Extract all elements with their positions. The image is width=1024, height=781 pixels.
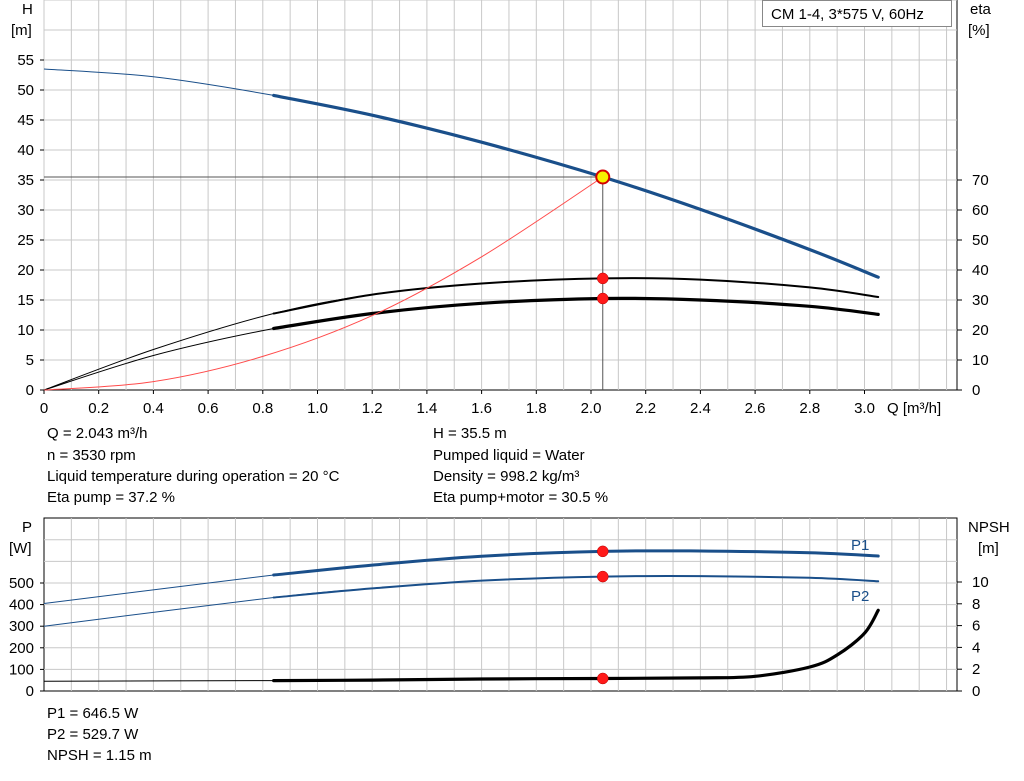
h-tick-label: 10 xyxy=(17,322,34,339)
eta-tick-label: 40 xyxy=(972,262,989,279)
eta-pump-curve xyxy=(272,277,880,315)
h-tick-label: 0 xyxy=(26,382,34,399)
npsh-tick-label: 2 xyxy=(972,661,980,678)
eta-tick-label: 20 xyxy=(972,322,989,339)
operating-point-marker xyxy=(597,545,609,558)
eta-tick-label: 60 xyxy=(972,202,989,219)
info-density: Density = 998.2 kg/m³ xyxy=(433,468,580,485)
h-tick-label: 5 xyxy=(26,352,34,369)
eta-axis-label: eta xyxy=(970,1,992,18)
operating-point-marker xyxy=(597,292,609,305)
x-tick-label: 0.4 xyxy=(143,400,164,417)
p2-series-label: P2 xyxy=(851,588,869,605)
eta-total-curve xyxy=(272,296,880,331)
system-curve xyxy=(43,176,604,391)
eta-tick-label: 70 xyxy=(972,172,989,189)
x-tick-label: 1.0 xyxy=(307,400,328,417)
x-tick-label: 2.8 xyxy=(799,400,820,417)
chart-title-box: CM 1-4, 3*575 V, 60Hz xyxy=(762,0,952,27)
info-liquid-temperature: Liquid temperature during operation = 20… xyxy=(47,468,340,485)
markers-layer xyxy=(595,169,611,685)
p-axis-label: P xyxy=(22,519,32,536)
p-tick-label: 200 xyxy=(9,640,34,657)
h-tick-label: 15 xyxy=(17,292,34,309)
x-tick-label: 1.6 xyxy=(471,400,492,417)
p-unit-label: [W] xyxy=(9,540,32,557)
operating-point-marker xyxy=(597,672,609,685)
npsh-unit-label: [m] xyxy=(978,540,999,557)
npsh-tick-label: 0 xyxy=(972,683,980,700)
p-tick-label: 300 xyxy=(9,618,34,635)
npsh-axis-label: NPSH xyxy=(968,519,1010,536)
x-tick-label: 1.2 xyxy=(362,400,383,417)
eta-tick-label: 10 xyxy=(972,352,989,369)
npsh-tick-label: 4 xyxy=(972,639,980,656)
x-tick-label: 2.2 xyxy=(635,400,656,417)
p1-series-label: P1 xyxy=(851,537,869,554)
eta-tick-label: 50 xyxy=(972,232,989,249)
h-tick-label: 25 xyxy=(17,232,34,249)
x-tick-label: 2.6 xyxy=(745,400,766,417)
npsh-tick-label: 10 xyxy=(972,574,989,591)
p1-curve xyxy=(272,549,880,577)
p2-curve xyxy=(272,574,880,599)
info-q: Q = 2.043 m³/h xyxy=(47,425,148,442)
top-chart-grid xyxy=(43,0,958,391)
q-axis-label: Q [m³/h] xyxy=(887,400,941,417)
x-tick-label: 1.4 xyxy=(416,400,437,417)
operating-point-marker xyxy=(597,570,609,583)
npsh-tick-label: 6 xyxy=(972,618,980,635)
operating-point-marker xyxy=(597,272,609,285)
x-tick-label: 0.8 xyxy=(252,400,273,417)
x-tick-label: 0 xyxy=(40,400,48,417)
h-tick-label: 20 xyxy=(17,262,34,279)
info-h: H = 35.5 m xyxy=(433,425,507,442)
npsh-curve-extrapolated xyxy=(43,610,879,682)
eta-tick-label: 30 xyxy=(972,292,989,309)
h-tick-label: 55 xyxy=(17,52,34,69)
info-pumped-liquid: Pumped liquid = Water xyxy=(433,447,585,464)
x-tick-label: 2.0 xyxy=(581,400,602,417)
h-tick-label: 35 xyxy=(17,172,34,189)
h-curve xyxy=(272,93,880,279)
info-eta-pump-motor: Eta pump+motor = 30.5 % xyxy=(433,489,609,506)
p-tick-label: 0 xyxy=(26,683,34,700)
h-curve-extrapolated xyxy=(43,68,879,278)
p-tick-label: 100 xyxy=(9,661,34,678)
info-npsh: NPSH = 1.15 m xyxy=(47,747,152,764)
x-tick-label: 1.8 xyxy=(526,400,547,417)
h-tick-label: 30 xyxy=(17,202,34,219)
h-unit-label: [m] xyxy=(11,22,32,39)
x-tick-label: 3.0 xyxy=(854,400,875,417)
duty-point-marker xyxy=(595,169,611,185)
x-tick-label: 2.4 xyxy=(690,400,711,417)
eta-pump-curve-extrapolated xyxy=(43,277,879,391)
p-tick-label: 500 xyxy=(9,575,34,592)
h-tick-label: 50 xyxy=(17,82,34,99)
info-p1: P1 = 646.5 W xyxy=(47,705,139,722)
info-eta-pump: Eta pump = 37.2 % xyxy=(47,489,175,506)
eta-tick-label: 0 xyxy=(972,382,980,399)
curves-layer xyxy=(43,68,880,683)
info-n: n = 3530 rpm xyxy=(47,447,136,464)
x-tick-label: 0.6 xyxy=(198,400,219,417)
eta-unit-label: [%] xyxy=(968,22,990,39)
x-tick-label: 0.2 xyxy=(88,400,109,417)
h-tick-label: 40 xyxy=(17,142,34,159)
h-axis-label: H xyxy=(22,1,33,18)
p-tick-label: 400 xyxy=(9,597,34,614)
h-tick-label: 45 xyxy=(17,112,34,129)
npsh-tick-label: 8 xyxy=(972,596,980,613)
tick-labels-layer: 0 0.2 0.4 0.6 0.8 1.0 1.2 1.4 1.6 1.8 2.0 2.2 2.4 2.6… xyxy=(9,52,989,700)
info-p2: P2 = 529.7 W xyxy=(47,726,139,743)
npsh-curve xyxy=(272,608,880,683)
